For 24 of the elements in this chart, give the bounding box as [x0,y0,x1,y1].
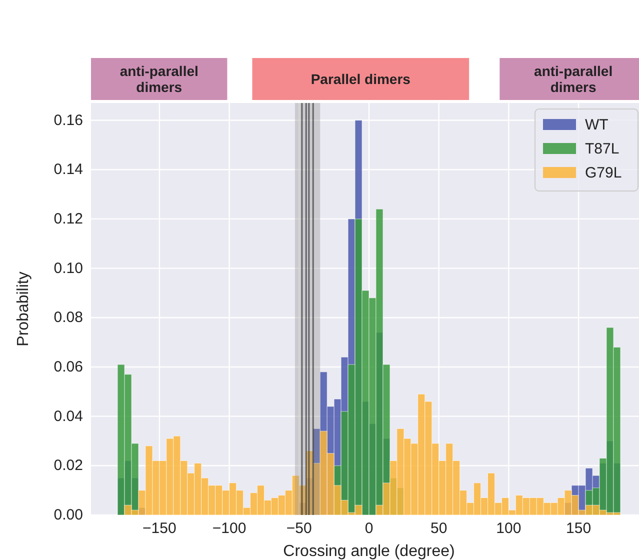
text: anti-parallel dimers [534,63,613,95]
y-tick-label: 0.04 [54,408,83,425]
y-tick-label: 0.06 [54,358,83,376]
legend-label: T87L [585,140,620,158]
y-tick-label: 0.02 [54,457,83,474]
y-tick-label: 0.14 [54,161,83,178]
y-tick-label: 0.10 [54,260,83,277]
x-tick-label: 50 [430,520,448,537]
text: Parallel dimers [310,71,411,87]
x-axis-title: Crossing angle (degree) [283,543,455,560]
legend-label: G79L [585,164,622,182]
x-tick-label: −50 [286,520,312,537]
y-tick-label: 0.16 [54,112,83,129]
y-axis-title: Probability [15,272,32,346]
x-tick-label: −150 [142,520,176,537]
x-tick-label: 150 [566,520,592,537]
x-tick-label: −100 [212,520,246,537]
text: anti-parallel dimers [120,63,198,95]
y-tick-label: 0.00 [54,506,83,524]
y-tick-label: 0.12 [54,210,83,228]
y-tick-label: 0.08 [54,309,83,326]
x-tick-label: 100 [496,520,522,537]
legend-label: WT [585,116,608,134]
x-tick-label: 0 [364,520,374,537]
